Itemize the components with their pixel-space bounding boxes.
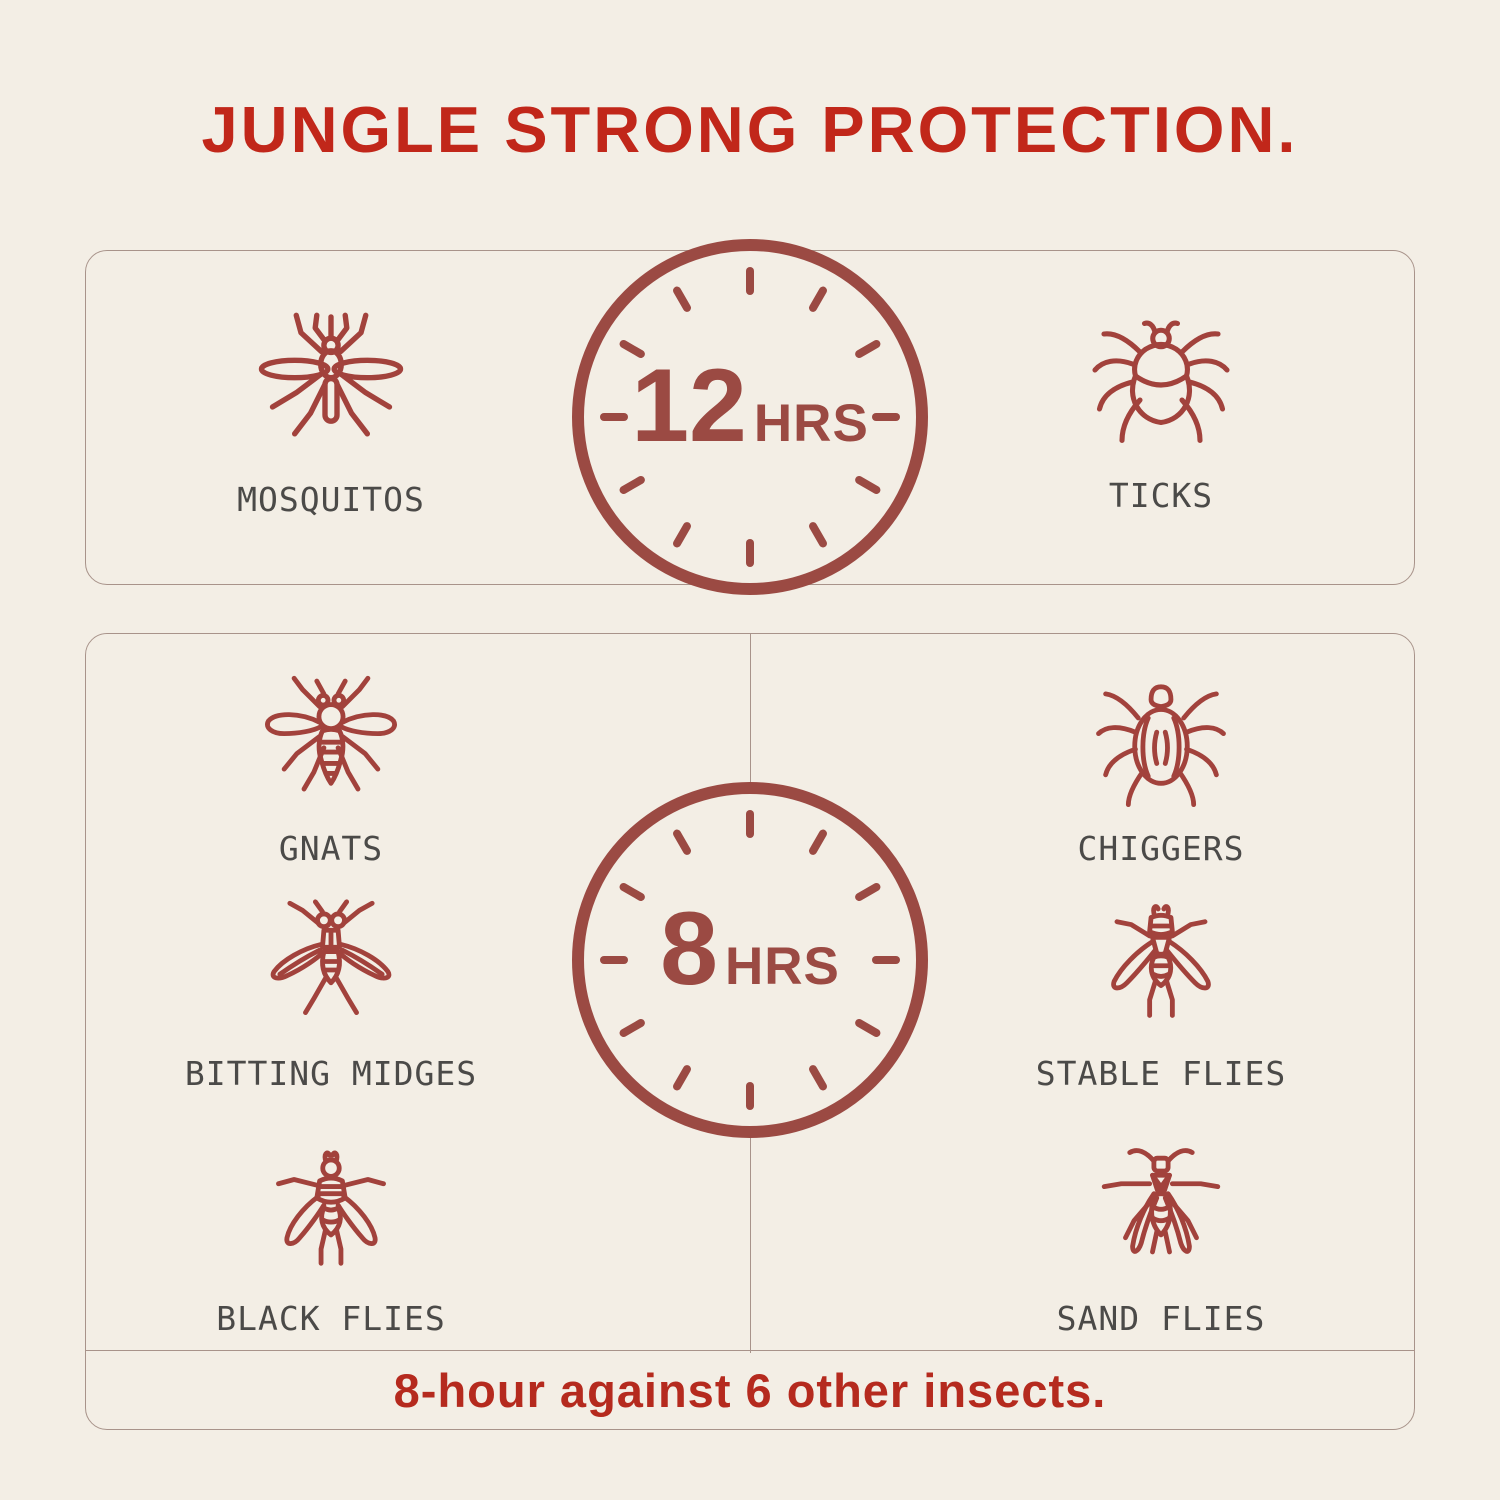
footer-strip: 8-hour against 6 other insects.: [86, 1350, 1414, 1429]
insect-item-sand-flies: SAND FLIES: [931, 1144, 1391, 1338]
clock-12hrs-text: 12 HRS: [584, 251, 916, 583]
insect-item-gnats: GNATS: [101, 674, 561, 868]
clock-hours-unit: HRS: [753, 394, 869, 453]
panel-8hrs: GNATS CHIGGERS: [85, 633, 1415, 1430]
insect-label: TICKS: [1108, 476, 1214, 515]
clock-8hrs-text: 8 HRS: [584, 794, 916, 1126]
clock-ticks: [584, 251, 916, 583]
sand-fly-icon: [1101, 1148, 1221, 1255]
tick-icon: [1092, 320, 1230, 444]
insect-item-black-flies: BLACK FLIES: [101, 1144, 561, 1338]
insect-item-ticks: TICKS: [931, 313, 1391, 515]
clock-8hrs: 8 HRS: [572, 782, 928, 1138]
footer-note: 8-hour against 6 other insects.: [393, 1363, 1107, 1417]
clock-ticks: [584, 794, 916, 1126]
insect-label: CHIGGERS: [1077, 829, 1245, 868]
gnat-icon: [265, 675, 397, 792]
mosquito-icon: [258, 312, 404, 437]
insect-label: SAND FLIES: [1056, 1299, 1266, 1338]
insect-label: BLACK FLIES: [216, 1299, 446, 1338]
panel-12hrs: MOSQUITOS TICKS: [85, 250, 1415, 585]
page-title: JUNGLE STRONG PROTECTION.: [201, 93, 1299, 166]
clock-hours-value: 12: [631, 348, 747, 464]
clock-hours-unit: HRS: [724, 937, 840, 996]
black-fly-icon: [276, 1150, 386, 1266]
clock-hours-value: 8: [660, 891, 718, 1007]
biting-midge-icon: [270, 899, 392, 1016]
insect-item-stable-flies: STABLE FLIES: [931, 899, 1391, 1093]
clock-12hrs: 12 HRS: [572, 239, 928, 595]
stable-fly-icon: [1111, 904, 1211, 1018]
insect-item-chiggers: CHIGGERS: [931, 674, 1391, 868]
insect-label: MOSQUITOS: [237, 480, 425, 519]
insect-item-biting-midges: BITTING MIDGES: [101, 899, 561, 1093]
insect-item-mosquitos: MOSQUITOS: [101, 309, 561, 519]
insect-label: BITTING MIDGES: [184, 1054, 478, 1093]
insect-label: STABLE FLIES: [1035, 1054, 1287, 1093]
chigger-icon: [1096, 684, 1226, 808]
insect-label: GNATS: [278, 829, 384, 868]
